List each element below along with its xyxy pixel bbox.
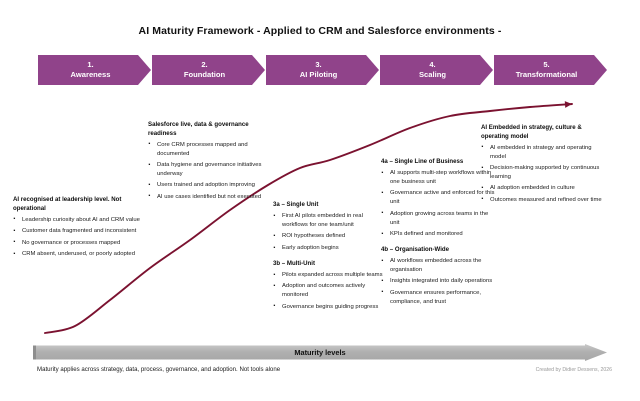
credit-text: Created by Didier Dessens, 2026 [535,367,612,373]
block-bullet-list-3b: Pilots expanded across multiple teams Ad… [273,271,385,312]
stage-description-foundation: Salesforce live, data & governance readi… [148,121,278,204]
block-bullet-list-4b: AI workflows embedded across the organis… [381,257,496,306]
block-heading-3b: 3b – Multi-Unit [273,259,315,267]
curve-line [44,103,573,334]
stage-chevron-4[interactable]: 4. Scaling [380,55,493,85]
list-item: Core CRM processes mapped and documented [148,140,278,159]
block-bullet-list: Leadership curiosity about AI and CRM va… [13,215,145,259]
arrow-bar-shape [33,344,607,361]
block-heading: Salesforce live, data & governance readi… [148,121,249,137]
list-item: Governance ensures performance, complian… [381,288,496,307]
footnote-text: Maturity applies across strategy, data, … [37,366,281,373]
stage-chevron-2[interactable]: 2. Foundation [152,55,265,85]
stage-description-awareness: AI recognised at leadership level. Not o… [13,196,145,262]
list-item: Outcomes measured and refined over time [481,195,603,205]
list-item: Governance begins guiding progress [273,302,385,312]
list-item: Pilots expanded across multiple teams [273,271,385,280]
block-heading-3a: 3a – Single Unit [273,201,319,208]
list-item: Leadership curiosity about AI and CRM va… [13,215,145,225]
block-bullet-list-3a: First AI pilots embedded in real workflo… [273,212,385,253]
list-item: Decision-making supported by continuous … [481,164,603,182]
list-item: Early adoption begins [273,244,385,253]
block-heading-4a: 4a – Single Line of Business [381,158,464,165]
stage-number: 2. [201,59,208,69]
list-item: AI use cases identified but not executed [148,192,278,202]
stage-description-transformational: AI Embedded in strategy, culture & opera… [481,124,603,207]
stage-name: Transformational [515,70,578,79]
stage-number: 4. [429,59,436,69]
list-item: Adoption growing across teams in the uni… [381,209,496,228]
list-item: First AI pilots embedded in real workflo… [273,212,385,230]
list-item: ROI hypotheses defined [273,232,385,241]
stage-number: 5. [543,59,550,69]
block-bullet-list: Core CRM processes mapped and documented… [148,140,278,202]
list-item: CRM absent, underused, or poorly adopted [13,250,145,259]
block-bullet-list-4a: AI supports multi-step workflows within … [381,169,496,239]
block-bullet-list: AI embedded in strategy and operating mo… [481,143,603,205]
stage-chevron-1[interactable]: 1. Awareness [38,55,151,85]
list-item: AI workflows embedded across the organis… [381,257,496,275]
list-item: AI supports multi-step workflows within … [381,169,496,187]
stage-name: Awareness [70,70,111,79]
list-item: Governance active and enforced for this … [381,189,496,207]
arrow-bar-cap [33,345,36,360]
stage-description-scaling: 4a – Single Line of Business AI supports… [381,158,496,309]
list-item: Data hygiene and governance initiatives … [148,161,278,179]
list-item: Insights integrated into daily operation… [381,277,496,286]
page-title: AI Maturity Framework - Applied to CRM a… [138,25,502,37]
list-item: Users trained and adoption improving [148,181,278,190]
list-item: Customer data fragmented and inconsisten… [13,227,145,236]
list-item: AI adoption embedded in culture [481,184,603,193]
list-item: AI embedded in strategy and operating mo… [481,143,603,162]
block-heading-4b: 4b – Organisation-Wide [381,245,450,253]
stage-name: Foundation [183,70,226,79]
list-item: Adoption and outcomes actively monitored [273,282,385,300]
stage-name: AI Piloting [299,70,338,79]
block-heading: AI recognised at leadership level. Not o… [13,196,122,212]
stage-chevron-5[interactable]: 5. Transformational [494,55,607,85]
stage-number: 3. [315,59,322,69]
list-item: No governance or processes mapped [13,238,145,248]
stage-chevron-3[interactable]: 3. AI Piloting [266,55,379,85]
block-heading: AI Embedded in strategy, culture & opera… [481,124,582,140]
maturity-levels-arrow-bar [33,344,607,361]
stage-description-ai-piloting: 3a – Single Unit First AI pilots embedde… [273,201,385,314]
curve-arrowhead [564,101,572,108]
list-item: KPIs defined and monitored [381,230,496,239]
stage-number: 1. [87,59,94,69]
stage-name: Scaling [418,70,446,79]
